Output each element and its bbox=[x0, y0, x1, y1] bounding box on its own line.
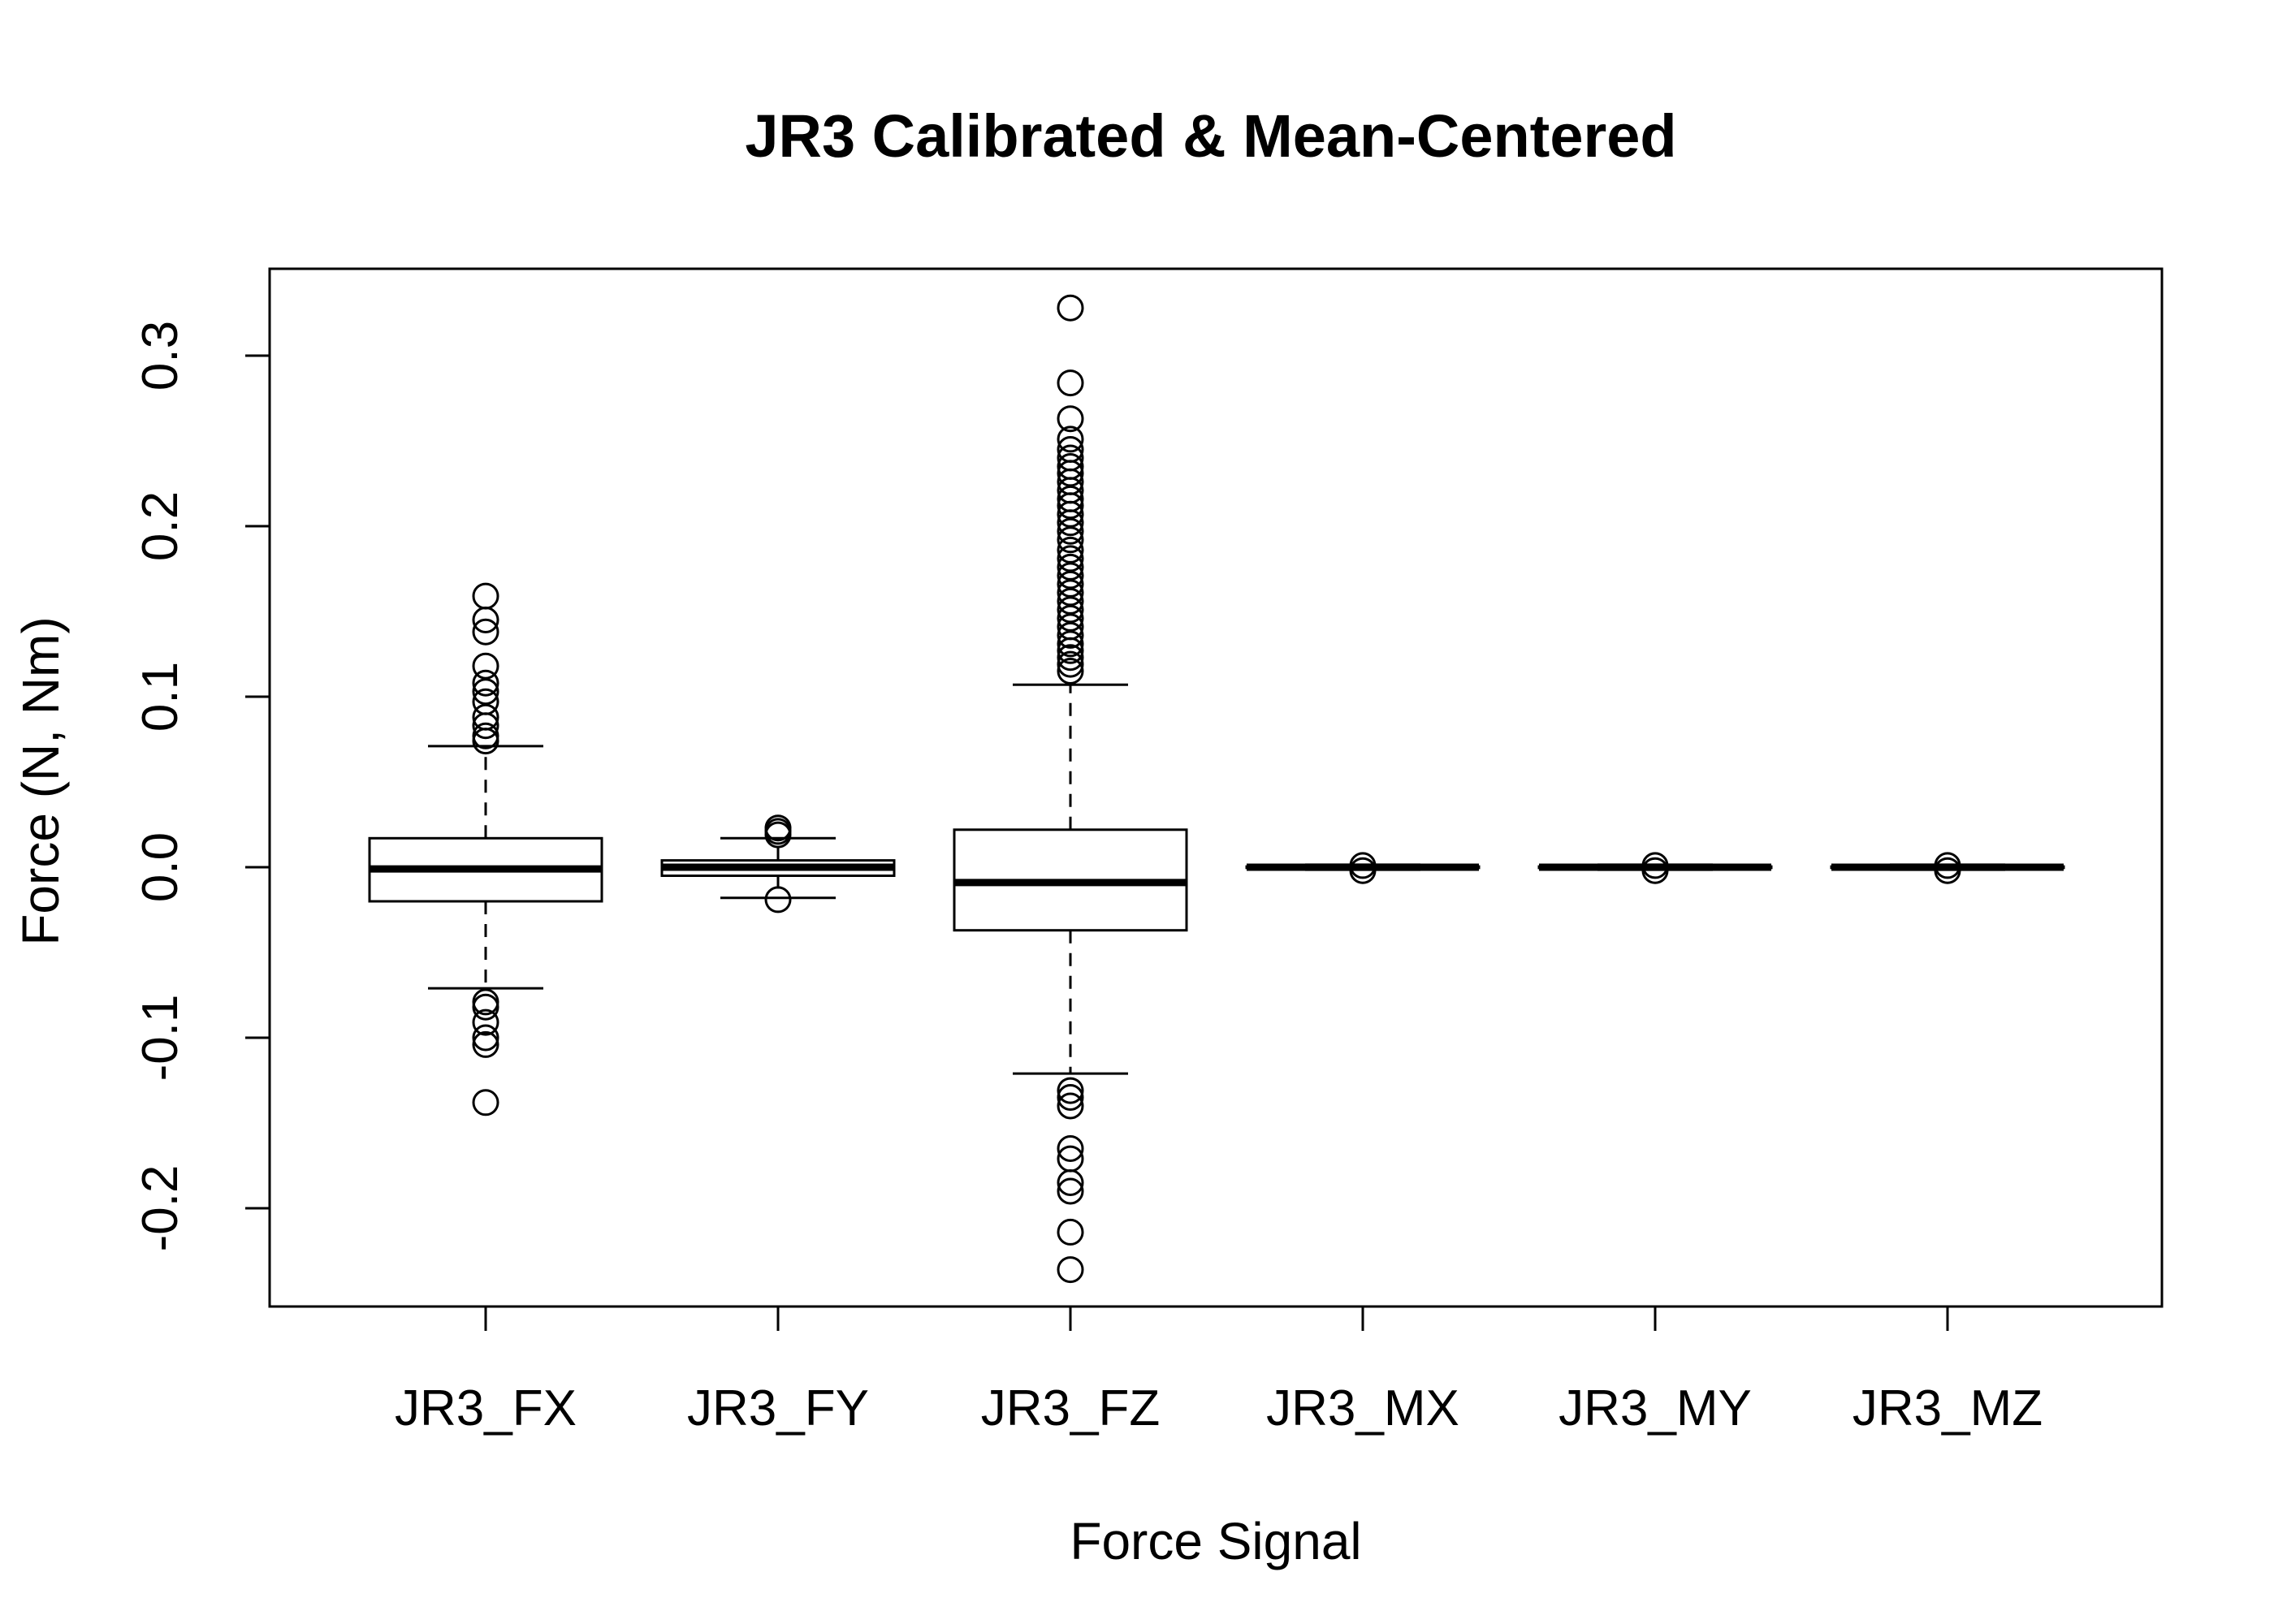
y-tick-label: 0.1 bbox=[132, 662, 188, 732]
outlier-point bbox=[1057, 509, 1084, 537]
outlier-point bbox=[1057, 1077, 1084, 1104]
y-axis-label: Force (N, Nm) bbox=[11, 616, 70, 945]
outlier-point bbox=[1057, 369, 1084, 397]
outlier-point bbox=[1057, 621, 1084, 649]
outlier-point bbox=[472, 993, 499, 1021]
outlier-point bbox=[472, 712, 499, 740]
outlier-point bbox=[472, 1030, 499, 1058]
y-tick-label: 0.3 bbox=[132, 321, 188, 391]
outlier-point bbox=[1057, 526, 1084, 554]
outlier-point bbox=[1057, 1135, 1084, 1162]
box-jr3-fy bbox=[660, 814, 896, 914]
x-tick-label: JR3_FX bbox=[395, 1380, 577, 1436]
boxes bbox=[368, 294, 2065, 1284]
x-tick-label: JR3_FY bbox=[687, 1380, 869, 1436]
y-tick-label: -0.2 bbox=[132, 1165, 188, 1252]
outlier-point bbox=[472, 669, 499, 697]
y-tick-label: 0.2 bbox=[132, 491, 188, 561]
outlier-point bbox=[1057, 1084, 1084, 1111]
y-tick-label: -0.1 bbox=[132, 995, 188, 1082]
outlier-point bbox=[764, 821, 792, 849]
outlier-point bbox=[472, 582, 499, 610]
x-axis-label: Force Signal bbox=[1070, 1512, 1361, 1570]
x-tick-label: JR3_MX bbox=[1266, 1380, 1459, 1436]
x-tick-label: JR3_MY bbox=[1559, 1380, 1752, 1436]
outlier-point bbox=[472, 618, 499, 646]
x-tick-label: JR3_FZ bbox=[981, 1380, 1160, 1436]
x-axis: JR3_FX JR3_FY JR3_FZ JR3_MX JR3_MY JR3_MZ bbox=[395, 1307, 2043, 1436]
outlier-point bbox=[1057, 637, 1084, 664]
outlier-point bbox=[1057, 630, 1084, 658]
y-axis: -0.2 -0.1 0.0 0.1 0.2 0.3 bbox=[132, 321, 271, 1252]
outlier-point bbox=[1057, 517, 1084, 545]
outlier-point bbox=[1057, 1169, 1084, 1196]
outlier-point bbox=[1057, 658, 1084, 685]
outlier-point bbox=[1057, 650, 1084, 678]
outlier-point bbox=[1057, 1218, 1084, 1246]
outlier-point bbox=[472, 1009, 499, 1036]
box-jr3-fx bbox=[368, 582, 603, 1116]
outlier-point bbox=[1057, 644, 1084, 672]
outlier-point bbox=[472, 728, 499, 755]
outlier-point bbox=[472, 1089, 499, 1116]
box-jr3-my bbox=[1537, 852, 1773, 884]
box-jr3-mx bbox=[1245, 852, 1481, 884]
outlier-point bbox=[1057, 405, 1084, 433]
outlier-point bbox=[1057, 425, 1084, 453]
box-jr3-fz bbox=[953, 294, 1188, 1284]
outlier-point bbox=[764, 886, 792, 914]
outlier-point bbox=[1641, 857, 1669, 884]
outlier-point bbox=[472, 1024, 499, 1052]
plot-frame bbox=[268, 267, 2164, 1308]
outlier-point bbox=[1057, 294, 1084, 322]
outlier-point bbox=[472, 607, 499, 633]
outlier-point bbox=[1349, 857, 1377, 884]
chart-title: JR3 Calibrated & Mean-Centered bbox=[745, 102, 1676, 170]
outlier-point bbox=[1057, 1092, 1084, 1120]
outlier-point bbox=[1057, 1256, 1084, 1284]
box-jr3-mz bbox=[1830, 852, 2065, 884]
x-tick-label: JR3_MZ bbox=[1852, 1380, 2043, 1436]
outlier-point bbox=[1057, 1177, 1084, 1205]
outlier-point bbox=[1934, 857, 1961, 884]
y-tick-label: 0.0 bbox=[132, 832, 188, 902]
